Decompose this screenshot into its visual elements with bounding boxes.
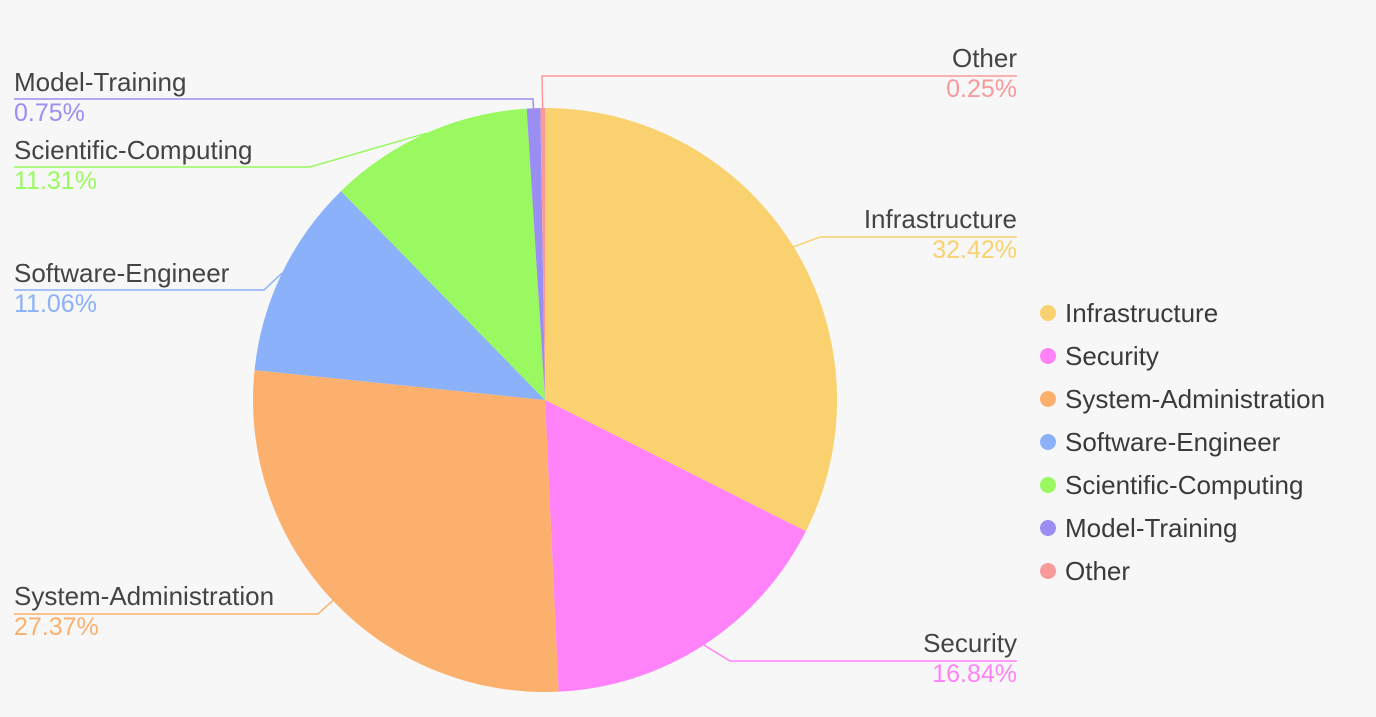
slice-label-value-model-training: 0.75% bbox=[14, 99, 85, 127]
slice-label-value-security: 16.84% bbox=[932, 660, 1017, 688]
legend-marker-software-engineer bbox=[1040, 434, 1056, 450]
legend-item-security[interactable]: Security bbox=[1065, 341, 1159, 371]
legend-item-model-training[interactable]: Model-Training bbox=[1065, 513, 1237, 543]
legend[interactable]: Infrastructure Security System-Administrat… bbox=[1040, 298, 1325, 586]
leader-line-security bbox=[703, 644, 1017, 662]
slice-label-name-infrastructure: Infrastructure bbox=[864, 204, 1017, 234]
slice-label-name-model-training: Model-Training bbox=[14, 67, 186, 97]
slice-label-value-scientific-computing: 11.31% bbox=[14, 167, 97, 195]
slice-label-name-system-administration: System-Administration bbox=[14, 581, 274, 611]
legend-item-system-administration[interactable]: System-Administration bbox=[1065, 384, 1325, 414]
slice-other[interactable] bbox=[540, 108, 545, 400]
leader-line-other bbox=[541, 75, 1017, 109]
slice-security[interactable] bbox=[545, 400, 806, 692]
legend-item-software-engineer[interactable]: Software-Engineer bbox=[1065, 427, 1281, 457]
slice-infrastructure[interactable] bbox=[545, 108, 838, 532]
slice-label-name-software-engineer: Software-Engineer bbox=[14, 258, 230, 288]
legend-item-scientific-computing[interactable]: Scientific-Computing bbox=[1065, 470, 1303, 500]
legend-marker-system-administration bbox=[1040, 391, 1056, 407]
legend-marker-scientific-computing bbox=[1040, 477, 1056, 493]
leader-line-scientific-computing bbox=[14, 132, 427, 168]
legend-item-infrastructure[interactable]: Infrastructure bbox=[1065, 298, 1218, 328]
slice-label-name-security: Security bbox=[923, 628, 1017, 658]
slice-label-name-other: Other bbox=[952, 43, 1017, 73]
leader-line-software-engineer bbox=[14, 272, 283, 291]
slice-software-engineer[interactable] bbox=[254, 191, 545, 400]
pie-slices bbox=[253, 108, 838, 692]
slice-label-value-software-engineer: 11.06% bbox=[14, 290, 97, 318]
leader-lines bbox=[14, 75, 1017, 662]
slice-label-value-infrastructure: 32.42% bbox=[932, 236, 1017, 264]
slice-label-value-system-administration: 27.37% bbox=[14, 613, 99, 641]
leader-line-system-administration bbox=[14, 600, 334, 615]
legend-marker-model-training bbox=[1040, 520, 1056, 536]
slice-system-administration[interactable] bbox=[253, 370, 559, 692]
legend-marker-other bbox=[1040, 563, 1056, 579]
leader-line-infrastructure bbox=[793, 236, 1017, 248]
slice-label-name-scientific-computing: Scientific-Computing bbox=[14, 135, 252, 165]
legend-marker-security bbox=[1040, 348, 1056, 364]
slice-model-training[interactable] bbox=[526, 108, 545, 400]
legend-marker-infrastructure bbox=[1040, 305, 1056, 321]
leader-line-model-training bbox=[14, 98, 535, 109]
slice-label-value-other: 0.25% bbox=[946, 75, 1017, 103]
slice-scientific-computing[interactable] bbox=[341, 108, 545, 400]
legend-item-other[interactable]: Other bbox=[1065, 556, 1130, 586]
